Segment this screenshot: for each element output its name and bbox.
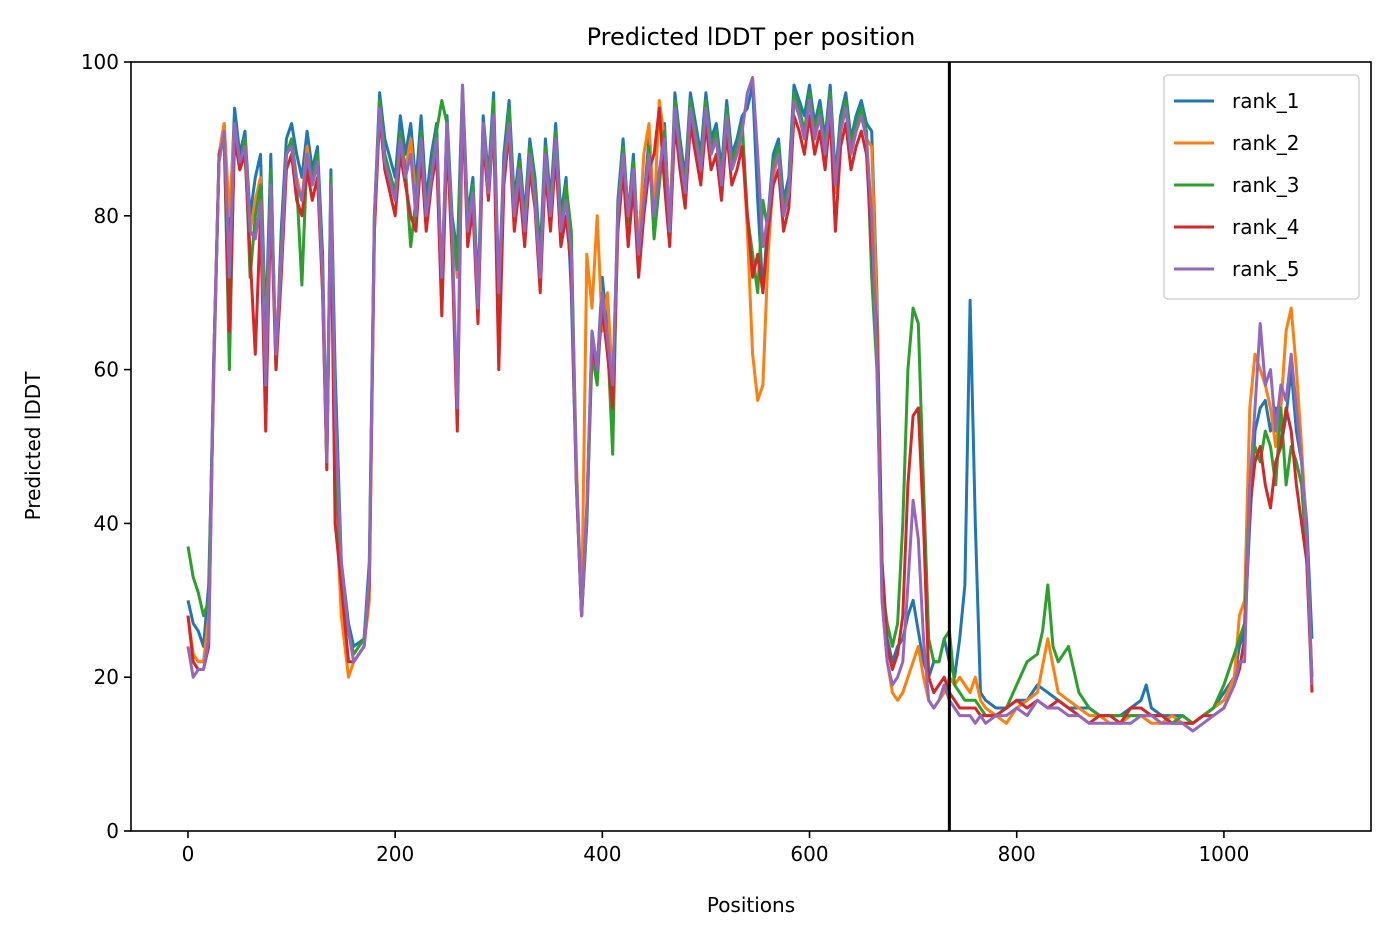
y-tick-label: 20 [94, 665, 119, 689]
legend-label-rank_3: rank_3 [1232, 173, 1299, 197]
legend-label-rank_5: rank_5 [1232, 257, 1299, 281]
x-axis-label: Positions [707, 893, 795, 917]
legend: rank_1 rank_2 rank_3 rank_4 rank_5 [1163, 74, 1360, 300]
y-axis: 0 20 40 60 80 100 [81, 50, 131, 843]
x-tick-label: 600 [790, 842, 828, 866]
x-tick-label: 400 [583, 842, 621, 866]
chart-title: Predicted lDDT per position [587, 23, 916, 51]
x-tick-label: 800 [998, 842, 1036, 866]
x-tick-label: 1000 [1198, 842, 1249, 866]
plot-lines [186, 75, 1314, 733]
y-tick-label: 60 [94, 358, 119, 382]
y-tick-label: 80 [94, 204, 119, 228]
y-axis-label: Predicted lDDT [21, 371, 45, 521]
legend-label-rank_4: rank_4 [1232, 215, 1299, 239]
x-tick-label: 0 [182, 842, 195, 866]
legend-label-rank_2: rank_2 [1232, 131, 1299, 155]
y-tick-label: 100 [81, 50, 119, 74]
y-tick-label: 0 [106, 819, 119, 843]
series-line-rank_5 [186, 75, 1314, 733]
x-tick-label: 200 [376, 842, 414, 866]
y-tick-label: 40 [94, 511, 119, 535]
x-axis: 0 200 400 600 800 1000 [182, 831, 1249, 866]
legend-label-rank_1: rank_1 [1232, 89, 1299, 113]
plot-frame [130, 61, 1372, 832]
legend-box [1163, 74, 1360, 300]
